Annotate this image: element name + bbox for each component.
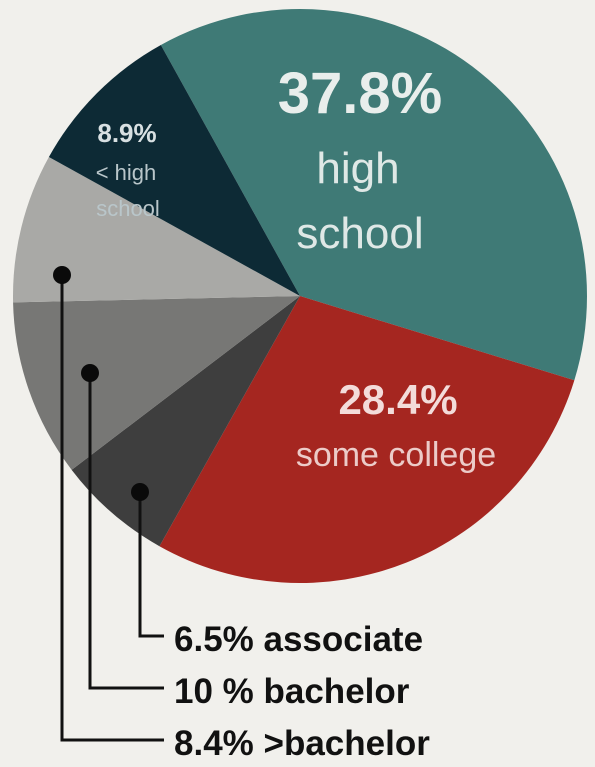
- leader-bachelor: [81, 364, 164, 690]
- slice-label-less-high-school-line2: school: [96, 196, 160, 221]
- slice-some-college: [159, 296, 575, 583]
- slices-layer: [12, 8, 587, 583]
- leader-above-bachelor: [53, 266, 164, 742]
- leader-associate-dot: [131, 483, 149, 501]
- leader-associate: [131, 483, 164, 638]
- slice-label-high-school-pct: 37.8%: [278, 61, 442, 126]
- legend-associate: 6.5% associate: [174, 620, 423, 659]
- slice-label-high-school-line1: high: [316, 144, 399, 193]
- legend-above-bachelor: 8.4% >bachelor: [174, 724, 430, 763]
- slice-above-bachelor: [12, 157, 301, 303]
- slice-less-high-school: [48, 44, 300, 297]
- slice-label-some-college-pct: 28.4%: [338, 376, 457, 423]
- leader-bachelor-dot: [81, 364, 99, 382]
- leader-above-bachelor-line: [60, 275, 164, 742]
- slice-bachelor: [13, 296, 300, 470]
- leader-associate-line: [138, 492, 164, 638]
- legend-bachelor: 10 % bachelor: [174, 672, 410, 711]
- slice-label-less-high-school-pct: 8.9%: [97, 118, 156, 148]
- slice-label-some-college-name: some college: [296, 436, 496, 474]
- leader-lines: [53, 266, 164, 742]
- slice-associate: [71, 296, 300, 547]
- slice-label-high-school-line2: school: [296, 209, 423, 258]
- leader-above-bachelor-dot: [53, 266, 71, 284]
- slice-label-less-high-school-line1: < high: [96, 160, 157, 185]
- slice-high-school: [160, 8, 587, 381]
- leader-bachelor-line: [88, 373, 164, 690]
